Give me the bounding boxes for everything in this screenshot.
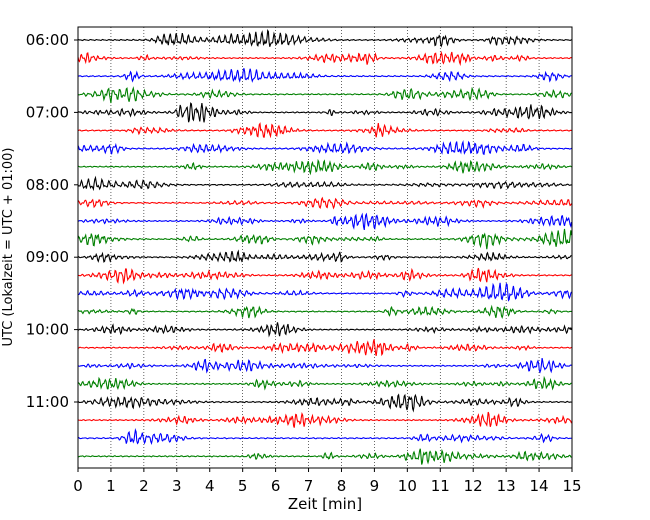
x-tick-label: 8 <box>337 477 347 495</box>
seismic-trace-0800 <box>77 175 572 192</box>
seismic-trace-1115 <box>77 411 573 428</box>
seismic-trace-0645 <box>77 86 572 104</box>
seismic-trace-0700 <box>77 102 572 123</box>
seismic-trace-0915 <box>77 267 572 285</box>
x-tick-label: 6 <box>271 477 281 495</box>
seismic-trace-0945 <box>77 304 572 319</box>
seismic-trace-0830 <box>77 212 573 231</box>
x-tick-label: 1 <box>106 477 116 495</box>
seismic-trace-1130 <box>77 428 572 445</box>
x-tick-label: 12 <box>464 477 483 495</box>
x-tick-label: 13 <box>497 477 516 495</box>
x-tick-label: 3 <box>172 477 182 495</box>
seismic-trace-0600 <box>77 28 572 48</box>
seismic-trace-0730 <box>77 139 572 156</box>
seismic-traces <box>77 28 573 465</box>
x-tick-label: 0 <box>73 477 83 495</box>
y-axis-label: UTC (Lokalzeit = UTC + 01:00) <box>1 148 16 347</box>
y-axis-ticks: 06:00 07:00 08:00 09:00 10:00 11:00 <box>26 31 78 411</box>
y-tick-label: 06:00 <box>26 31 69 49</box>
x-tick-label: 10 <box>398 477 417 495</box>
y-tick-label: 07:00 <box>26 103 69 121</box>
plot-frame <box>77 26 573 469</box>
seismic-trace-0900 <box>77 249 572 263</box>
x-tick-label: 5 <box>238 477 248 495</box>
seismic-trace-1100 <box>77 393 572 413</box>
seismic-trace-0630 <box>77 68 572 83</box>
seismic-trace-0745 <box>77 158 572 176</box>
seismic-trace-1145 <box>77 448 572 465</box>
x-tick-label: 14 <box>530 477 549 495</box>
seismic-trace-1030 <box>77 357 572 374</box>
x-tick-label: 15 <box>562 477 581 495</box>
seismic-trace-0845 <box>77 228 573 250</box>
y-tick-label: 09:00 <box>26 248 69 266</box>
y-tick-label: 11:00 <box>26 393 69 411</box>
seismic-trace-1045 <box>77 375 572 391</box>
seismic-trace-0930 <box>77 282 572 302</box>
x-axis-label: Zeit [min] <box>288 495 362 513</box>
x-tick-label: 9 <box>370 477 380 495</box>
x-tick-label: 4 <box>205 477 215 495</box>
seismic-trace-0715 <box>77 122 572 139</box>
y-tick-label: 08:00 <box>26 176 69 194</box>
x-tick-label: 2 <box>139 477 149 495</box>
x-axis-ticks: 0 1 2 3 4 5 6 7 8 9 10 11 12 13 14 15 <box>73 468 582 495</box>
seismic-trace-1000 <box>77 322 573 338</box>
seismic-trace-1015 <box>77 339 572 357</box>
seismic-trace-0815 <box>77 196 572 210</box>
y-tick-label: 10:00 <box>26 321 69 339</box>
x-tick-label: 11 <box>431 477 450 495</box>
seismic-trace-0615 <box>77 50 572 67</box>
plot-background <box>78 27 572 468</box>
x-tick-label: 7 <box>304 477 314 495</box>
